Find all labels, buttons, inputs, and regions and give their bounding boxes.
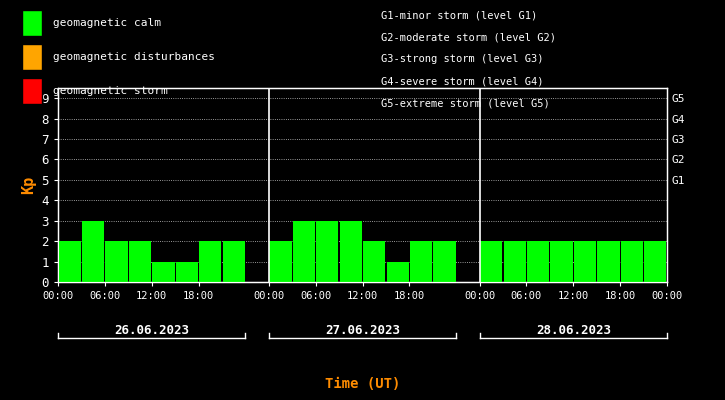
Bar <box>574 241 596 282</box>
Text: geomagnetic storm: geomagnetic storm <box>53 86 167 96</box>
Bar <box>270 241 291 282</box>
Bar <box>316 221 339 282</box>
Text: 26.06.2023: 26.06.2023 <box>115 324 189 336</box>
Text: geomagnetic calm: geomagnetic calm <box>53 18 161 28</box>
Text: G2-moderate storm (level G2): G2-moderate storm (level G2) <box>381 32 555 42</box>
Text: 27.06.2023: 27.06.2023 <box>325 324 400 336</box>
Bar <box>410 241 432 282</box>
Bar <box>129 241 151 282</box>
Text: geomagnetic disturbances: geomagnetic disturbances <box>53 52 215 62</box>
Bar <box>175 262 198 282</box>
Bar <box>480 241 502 282</box>
Text: G5-extreme storm (level G5): G5-extreme storm (level G5) <box>381 98 550 108</box>
Bar <box>199 241 221 282</box>
Bar <box>82 221 104 282</box>
Text: 28.06.2023: 28.06.2023 <box>536 324 610 336</box>
Bar <box>152 262 175 282</box>
Bar <box>527 241 550 282</box>
Bar <box>59 241 80 282</box>
Text: G3-strong storm (level G3): G3-strong storm (level G3) <box>381 54 543 64</box>
Bar <box>550 241 573 282</box>
Text: G4-severe storm (level G4): G4-severe storm (level G4) <box>381 76 543 86</box>
Bar <box>644 241 666 282</box>
Bar <box>386 262 409 282</box>
Bar <box>621 241 643 282</box>
Bar <box>293 221 315 282</box>
Bar <box>434 241 455 282</box>
Bar <box>504 241 526 282</box>
Y-axis label: Kp: Kp <box>21 176 36 194</box>
Bar <box>363 241 386 282</box>
Text: G1-minor storm (level G1): G1-minor storm (level G1) <box>381 10 537 20</box>
Text: Time (UT): Time (UT) <box>325 377 400 391</box>
Bar <box>223 241 245 282</box>
Bar <box>597 241 620 282</box>
Bar <box>105 241 128 282</box>
Bar <box>339 221 362 282</box>
